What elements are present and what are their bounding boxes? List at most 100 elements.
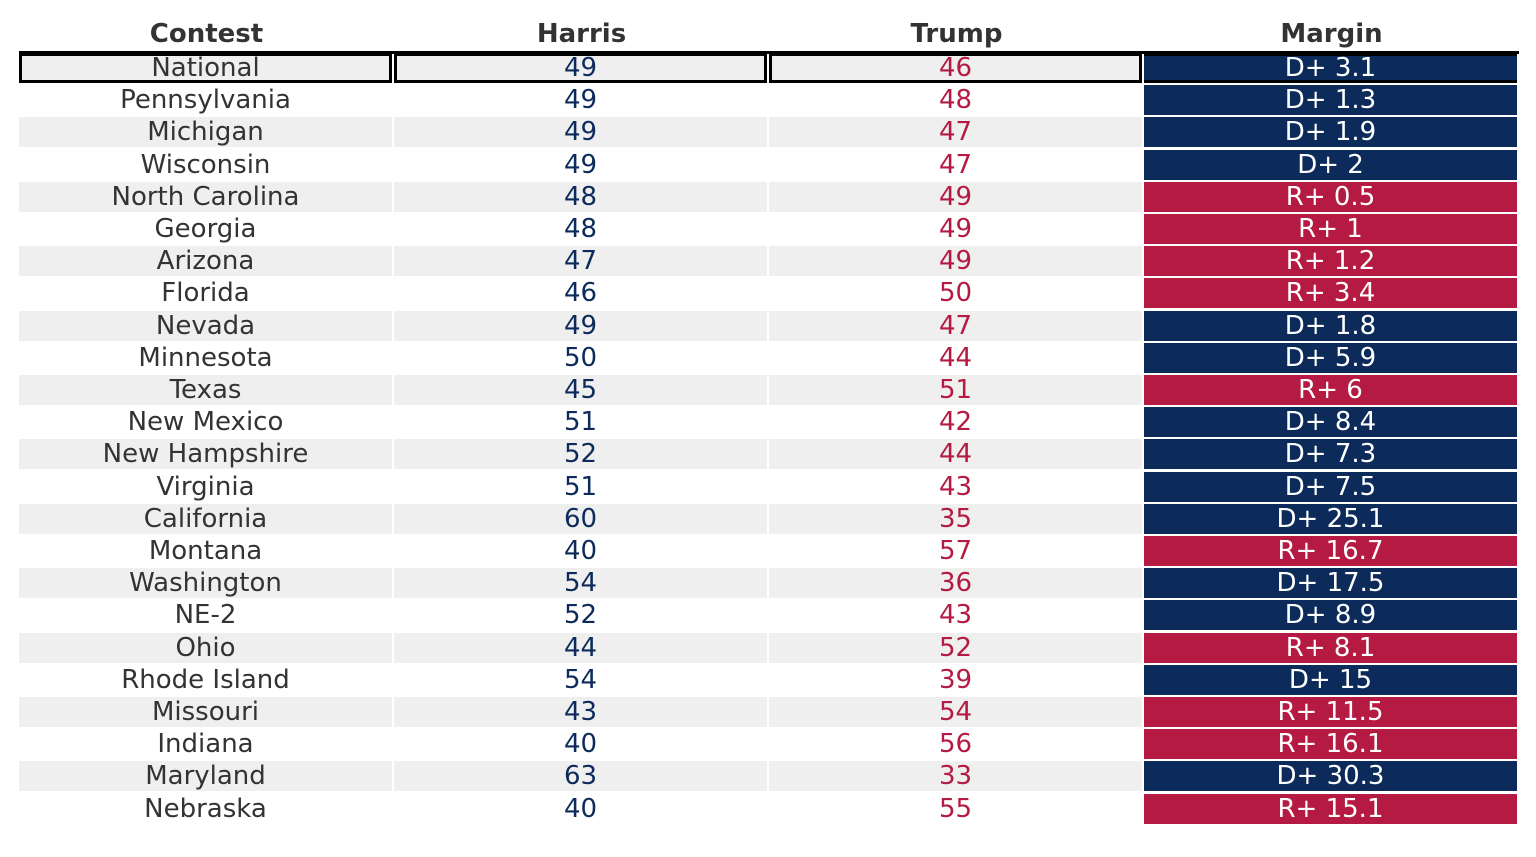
contest-cell: California [19,503,392,534]
margin-cell: D+ 1.9 [1144,117,1517,148]
header-divider [19,51,1519,54]
contest-cell: Washington [19,568,392,599]
table-row: Michigan 49 47 D+ 1.9 [19,117,1519,149]
trump-cell: 52 [769,632,1142,663]
margin-cell: D+ 25.1 [1144,503,1517,534]
harris-cell: 43 [394,697,767,727]
trump-cell: 51 [769,375,1142,405]
harris-cell: 50 [563,342,598,373]
margin-cell: D+ 2 [1144,149,1517,180]
margin-cell: D+ 1.3 [1144,85,1517,116]
trump-cell: 44 [938,342,973,373]
table-row: Indiana 40 56 R+ 16.1 [19,729,1519,761]
column-header-margin: Margin [1280,19,1383,49]
contest-cell: New Mexico [127,407,284,438]
contest-cell: Arizona [19,246,392,277]
margin-cell: D+ 15 [1144,664,1517,695]
margin-cell: D+ 1.8 [1144,310,1517,341]
harris-cell: 40 [563,729,598,760]
table-row: National 49 46 D+ 3.1 [19,53,1519,85]
contest-cell: Rhode Island [121,664,290,695]
margin-cell: D+ 8.9 [1144,600,1517,631]
trump-cell: 50 [938,278,973,309]
margin-cell: R+ 8.1 [1144,632,1517,663]
contest-cell: National [19,53,392,83]
trump-cell: 43 [938,471,973,502]
margin-cell: R+ 0.5 [1144,181,1517,212]
margin-cell: D+ 7.5 [1144,471,1517,502]
contest-cell: Florida [161,278,250,309]
margin-cell: R+ 3.4 [1144,278,1517,309]
table-row: Virginia 51 43 D+ 7.5 [19,471,1519,504]
harris-cell: 51 [563,407,598,438]
table-row: Washington 54 36 D+ 17.5 [19,568,1519,600]
table-row: Pennsylvania 49 48 D+ 1.3 [19,85,1519,117]
harris-cell: 49 [394,310,767,341]
table-row: Montana 40 57 R+ 16.7 [19,536,1519,568]
trump-cell: 48 [938,85,973,116]
harris-cell: 44 [394,632,767,663]
harris-cell: 63 [394,761,767,792]
margin-cell: D+ 5.9 [1144,342,1517,373]
margin-cell: R+ 15.1 [1144,793,1517,824]
margin-cell: D+ 17.5 [1144,568,1517,599]
contest-cell: Missouri [19,697,392,727]
harris-cell: 52 [563,600,598,631]
trump-cell: 35 [769,503,1142,534]
table-row: New Hampshire 52 44 D+ 7.3 [19,439,1519,471]
contest-cell: Nebraska [144,793,267,824]
column-header-contest: Contest [149,19,264,49]
trump-cell: 43 [938,600,973,631]
table-row: Wisconsin 49 47 D+ 2 [19,149,1519,182]
harris-cell: 54 [394,568,767,599]
table-row: Maryland 63 33 D+ 30.3 [19,761,1519,793]
contest-cell: Ohio [19,632,392,663]
contest-cell: Maryland [19,761,392,792]
contest-cell: Pennsylvania [120,85,291,116]
trump-cell: 57 [938,536,973,566]
table-row: Texas 45 51 R+ 6 [19,375,1519,407]
contest-cell: New Hampshire [19,439,392,470]
harris-cell: 40 [563,536,598,566]
trump-cell: 56 [938,729,973,760]
table-row: Florida 46 50 R+ 3.4 [19,278,1519,310]
table-row: Georgia 48 49 R+ 1 [19,214,1519,246]
table-row: NE-2 52 43 D+ 8.9 [19,600,1519,632]
margin-cell: D+ 7.3 [1144,439,1517,470]
margin-cell: D+ 30.3 [1144,761,1517,792]
trump-cell: 42 [938,407,973,438]
trump-cell: 47 [769,117,1142,148]
contest-cell: Indiana [157,729,254,760]
margin-cell: D+ 8.4 [1144,407,1517,438]
contest-cell: Montana [148,536,263,566]
margin-cell: R+ 1.2 [1144,246,1517,277]
trump-cell: 49 [769,181,1142,212]
table-row: Rhode Island 54 39 D+ 15 [19,664,1519,697]
contest-cell: Virginia [156,471,255,502]
trump-cell: 36 [769,568,1142,599]
harris-cell: 49 [563,85,598,116]
margin-cell: R+ 16.1 [1144,729,1517,760]
harris-cell: 45 [394,375,767,405]
table-row: Nevada 49 47 D+ 1.8 [19,310,1519,343]
contest-cell: North Carolina [19,181,392,212]
column-header-harris: Harris [536,19,627,49]
trump-cell: 44 [769,439,1142,470]
contest-cell: Michigan [19,117,392,148]
margin-cell: R+ 11.5 [1144,697,1517,727]
harris-cell: 40 [563,793,598,824]
contest-cell: Nevada [19,310,392,341]
table-row: Nebraska 40 55 R+ 15.1 [19,793,1519,826]
margin-cell: R+ 6 [1144,375,1517,405]
table-row: New Mexico 51 42 D+ 8.4 [19,407,1519,439]
trump-cell: 55 [938,793,973,824]
harris-cell: 46 [563,278,598,309]
harris-cell: 60 [394,503,767,534]
table-row: California 60 35 D+ 25.1 [19,503,1519,536]
trump-cell: 33 [769,761,1142,792]
trump-cell: 47 [938,149,973,180]
table-row: Minnesota 50 44 D+ 5.9 [19,342,1519,375]
table-row: Missouri 43 54 R+ 11.5 [19,697,1519,729]
column-header-trump: Trump [910,19,1003,49]
harris-cell: 49 [563,149,598,180]
